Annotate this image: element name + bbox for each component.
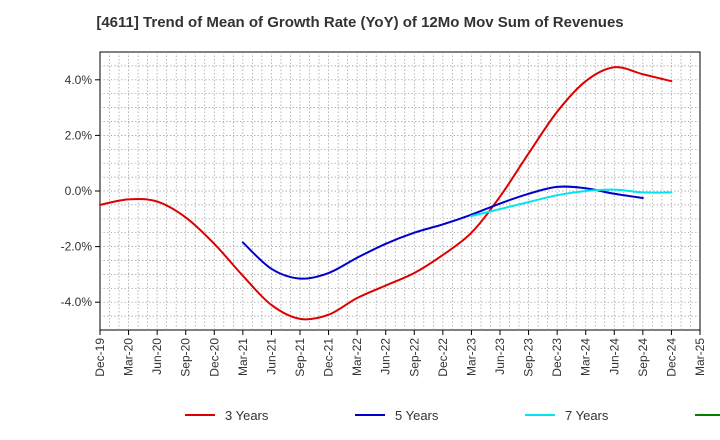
x-tick-label: Dec-24 <box>664 338 678 377</box>
series-line-5-years <box>241 185 644 280</box>
plot-area <box>99 51 701 331</box>
y-tick-label: -2.0% <box>61 240 93 254</box>
x-tick-label: Sep-23 <box>522 338 536 377</box>
series-layer <box>99 66 673 321</box>
legend-label-7-years: 7 Years <box>565 408 609 423</box>
x-tick-label: Jun-20 <box>150 338 164 375</box>
y-tick-label: -4.0% <box>61 295 93 309</box>
x-tick-label: Jun-21 <box>264 338 278 375</box>
axis-layer: -4.0% -2.0% 0.0% 2.0% 4.0% Dec-19 Mar-20 Jun-20… <box>61 73 707 377</box>
y-tick-label: 2.0% <box>65 128 93 142</box>
x-tick-label: Sep-20 <box>179 338 193 377</box>
x-tick-label: Jun-23 <box>493 338 507 375</box>
y-tick-label: 4.0% <box>65 73 93 87</box>
x-tick-label: Dec-22 <box>436 338 450 377</box>
x-tick-label: Mar-25 <box>693 338 707 376</box>
x-tick-label: Mar-22 <box>350 338 364 376</box>
x-tick-label: Dec-20 <box>207 338 221 377</box>
x-tick-label: Dec-19 <box>93 338 107 377</box>
legend-label-5-years: 5 Years <box>395 408 439 423</box>
x-tick-label: Sep-24 <box>636 338 650 377</box>
x-tick-label: Sep-22 <box>407 338 421 377</box>
series-line-3-years <box>99 66 673 321</box>
x-tick-label: Dec-23 <box>550 338 564 377</box>
x-tick-label: Dec-21 <box>322 338 336 377</box>
x-tick-label: Jun-24 <box>607 338 621 375</box>
x-tick-label: Mar-23 <box>464 338 478 376</box>
x-tick-label: Mar-21 <box>236 338 250 376</box>
chart-title: [4611] Trend of Mean of Growth Rate (YoY… <box>96 14 624 31</box>
legend-label-3-years: 3 Years <box>225 408 269 423</box>
x-tick-label: Mar-24 <box>579 338 593 376</box>
x-tick-label: Sep-21 <box>293 338 307 377</box>
x-tick-label: Jun-22 <box>379 338 393 375</box>
grid-layer <box>99 51 701 331</box>
y-tick-label: 0.0% <box>65 184 93 198</box>
x-tick-label: Mar-20 <box>122 338 136 376</box>
series-line-7-years <box>470 188 673 218</box>
